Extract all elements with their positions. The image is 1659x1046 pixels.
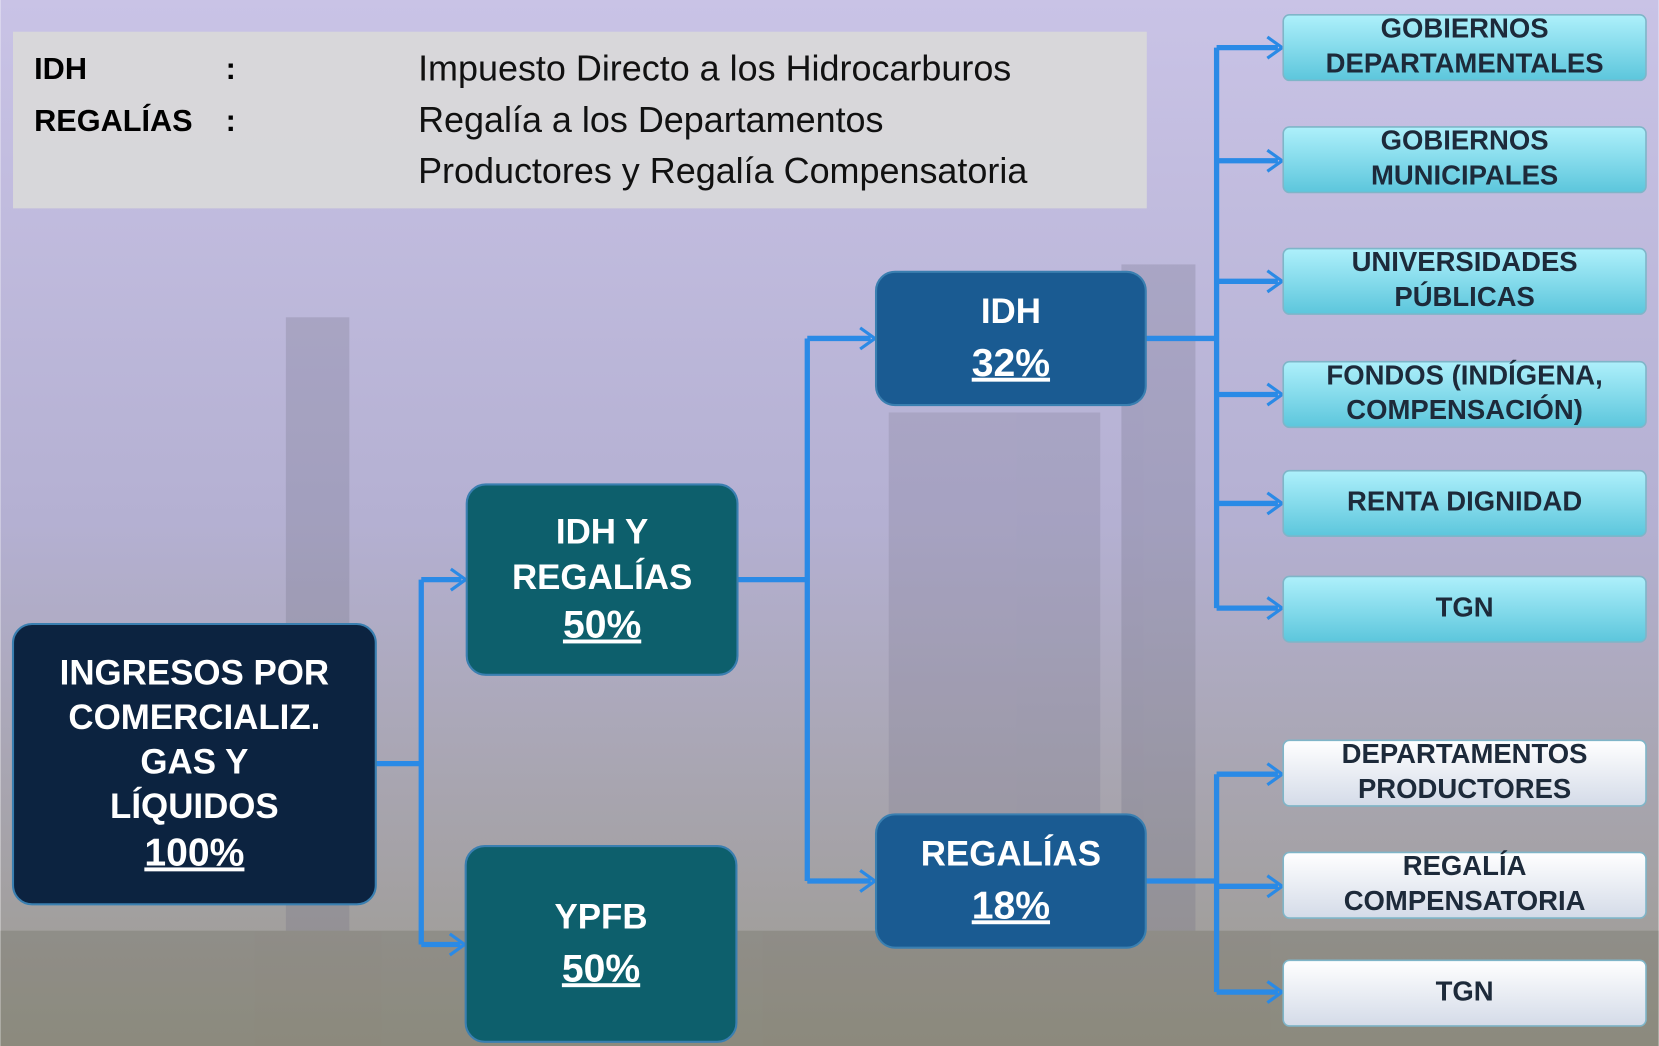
leaf-label: COMPENSACIÓN) [1346,394,1583,425]
legend-definition: Regalía a los Departamentos [418,99,883,140]
node-box [464,845,738,1043]
node-label: IDH Y [556,512,648,551]
leaf-label: MUNICIPALES [1371,159,1558,190]
leaf-box [1282,247,1647,315]
legend-term: IDH [34,52,87,86]
node-label: COMERCIALIZ. [68,698,320,737]
leaf-box [1282,959,1647,1027]
legend-term: REGALÍAS [34,103,192,138]
leaf-node: TGN [1282,575,1647,643]
leaf-box [1282,14,1647,82]
leaf-label: PRODUCTORES [1358,773,1571,804]
leaf-node: UNIVERSIDADES PÚBLICAS [1282,246,1647,315]
leaf-label: PÚBLICAS [1394,281,1534,312]
leaf-label: RENTA DIGNIDAD [1347,486,1582,517]
node: INGRESOS POR COMERCIALIZ. GAS Y LÍQUIDOS 100… [11,622,377,906]
node-box [11,622,377,906]
leaf-box [1282,575,1647,643]
node: YPFB 50% [464,845,738,1043]
node-label: YPFB [555,897,648,936]
node-percent: 50% [562,947,640,990]
leaf-node: DEPARTAMENTOS PRODUCTORES [1282,738,1647,807]
leaf-box [1282,739,1647,807]
node-percent: 50% [563,604,641,647]
node: REGALÍAS 18% [874,813,1147,949]
leaf-label: GOBIERNOS [1381,12,1549,43]
leaf-box [1282,851,1647,919]
legend-definition: Productores y Regalía Compensatoria [418,150,1027,191]
leaf-node: RENTA DIGNIDAD [1282,469,1647,538]
legend-separator: : [226,104,236,138]
leaf-node: TGN [1282,959,1647,1027]
legend-separator: : [226,52,236,86]
leaf-label: FONDOS (INDÍGENA, [1326,359,1602,390]
leaf-box [1282,360,1647,429]
leaf-label: DEPARTAMENTOS [1342,738,1588,769]
leaf-node: REGALÍA COMPENSATORIA [1282,850,1647,919]
leaf-label: TGN [1436,975,1494,1006]
leaf-box [1282,469,1647,538]
leaf-box [1282,126,1647,194]
node-box [874,813,1147,949]
node-box [874,270,1147,407]
leaf-label: DEPARTAMENTALES [1326,47,1604,78]
node-label: REGALÍAS [921,833,1101,873]
leaf-label: TGN [1436,591,1494,622]
node-percent: 18% [972,884,1050,927]
leaf-node: GOBIERNOS DEPARTAMENTALES [1282,12,1647,82]
legend-box [13,31,1147,209]
connectors [375,35,1285,1004]
node: IDH 32% [874,270,1147,407]
leaf-label: COMPENSATORIA [1344,885,1586,916]
leaf-label: REGALÍA [1403,850,1527,881]
leaf-label: GOBIERNOS [1381,125,1549,156]
node-label: INGRESOS POR [60,654,329,693]
legend-definition: Impuesto Directo a los Hidrocarburos [418,47,1011,88]
node-percent: 100% [144,831,244,874]
node: IDH Y REGALÍAS 50% [465,483,739,676]
node-label: LÍQUIDOS [110,786,279,826]
background-plant [0,264,1659,1046]
node-percent: 32% [972,342,1050,385]
leaf-node: FONDOS (INDÍGENA, COMPENSACIÓN) [1282,359,1647,429]
node-box [465,483,739,676]
node-label: REGALÍAS [512,557,692,597]
leaf-label: UNIVERSIDADES [1352,246,1578,277]
node-label: IDH [981,292,1041,331]
node-label: GAS Y [140,742,248,781]
